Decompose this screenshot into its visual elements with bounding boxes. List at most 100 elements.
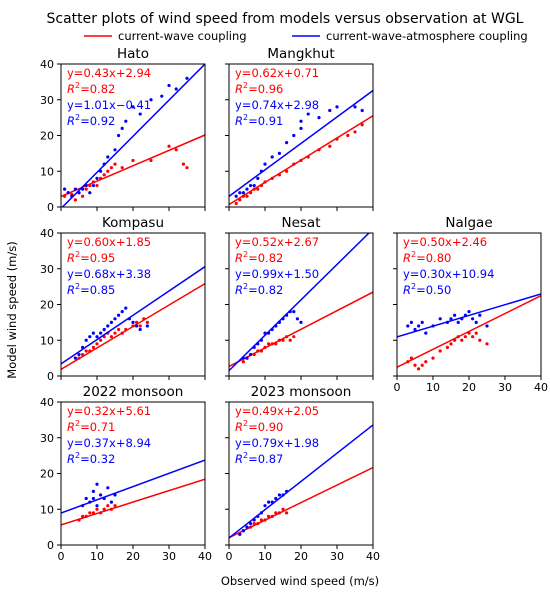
- data-point: [95, 507, 99, 511]
- series-current-wave-atmosphere: [229, 233, 371, 372]
- data-point: [131, 158, 135, 163]
- data-point: [346, 133, 350, 138]
- plot-area: [61, 64, 205, 207]
- data-point: [145, 324, 149, 328]
- data-point: [245, 525, 249, 529]
- r-squared: R2=0.96: [235, 81, 283, 96]
- data-point: [438, 349, 442, 353]
- data-point: [295, 317, 299, 321]
- data-point: [285, 169, 289, 173]
- x-tick-label: 30: [330, 550, 344, 563]
- regression-line: [61, 282, 205, 371]
- data-point: [95, 176, 99, 180]
- data-point: [453, 313, 457, 317]
- legend-label-current-wave: current-wave coupling: [118, 29, 247, 43]
- data-point: [335, 105, 339, 109]
- r-squared: R2=0.92: [67, 113, 115, 128]
- data-point: [424, 360, 428, 364]
- series-current-wave: [229, 115, 373, 206]
- x-axis-label: Observed wind speed (m/s): [221, 574, 379, 588]
- data-point: [113, 331, 117, 335]
- series-current-wave-atmosphere: [61, 459, 205, 514]
- data-point: [299, 126, 303, 130]
- data-point: [138, 327, 142, 332]
- data-point: [109, 166, 113, 170]
- data-point: [328, 108, 332, 113]
- data-point: [249, 183, 253, 188]
- y-tick-label: 10: [40, 334, 54, 347]
- figure-title: Scatter plots of wind speed from models …: [47, 11, 524, 27]
- data-point: [285, 141, 289, 145]
- y-tick-label: 20: [40, 468, 54, 481]
- r-squared: R2=0.71: [67, 419, 115, 434]
- plot-area: [61, 266, 205, 371]
- y-tick-label: 0: [47, 370, 54, 383]
- data-point: [238, 191, 242, 195]
- data-point: [277, 493, 281, 497]
- series-current-wave-atmosphere: [397, 293, 541, 338]
- y-tick-label: 40: [40, 396, 54, 409]
- x-tick-label: 0: [58, 550, 65, 563]
- data-point: [460, 338, 464, 342]
- data-point: [91, 183, 95, 188]
- series-current-wave: [229, 466, 373, 539]
- data-point: [185, 166, 189, 170]
- data-point: [174, 87, 178, 91]
- plot-area: [229, 89, 373, 206]
- r-squared: R2=0.32: [67, 451, 115, 466]
- data-point: [463, 335, 467, 339]
- y-tick-label: 30: [40, 263, 54, 276]
- regression-line: [229, 291, 373, 368]
- data-point: [99, 338, 103, 342]
- data-point: [167, 83, 171, 88]
- data-point: [106, 504, 110, 508]
- data-point: [113, 317, 117, 321]
- series-current-wave: [61, 134, 205, 202]
- data-point: [120, 166, 124, 170]
- data-point: [292, 310, 296, 314]
- regression-line: [229, 466, 373, 539]
- data-point: [95, 342, 99, 346]
- data-point: [420, 320, 424, 324]
- data-point: [234, 201, 238, 206]
- data-point: [234, 194, 238, 198]
- data-point: [420, 363, 424, 367]
- data-point: [467, 310, 471, 314]
- data-point: [241, 529, 245, 533]
- panels: Hato010203040y=0.43x+2.94R2=0.82y=1.01x−…: [40, 46, 548, 563]
- data-point: [95, 482, 99, 486]
- data-point: [99, 493, 103, 497]
- series-current-wave: [397, 295, 541, 371]
- data-point: [99, 331, 103, 335]
- data-point: [174, 148, 178, 152]
- x-tick-label: 0: [226, 550, 233, 563]
- regression-equation: y=0.74x+2.98: [235, 98, 319, 112]
- data-point: [353, 130, 357, 134]
- data-point: [95, 183, 99, 188]
- r-squared: R2=0.91: [235, 113, 283, 128]
- data-point: [256, 176, 260, 180]
- series-current-wave-atmosphere: [229, 89, 373, 198]
- regression-equation: y=0.50x+2.46: [403, 235, 487, 249]
- x-tick-label: 20: [126, 550, 140, 563]
- regression-line: [229, 115, 373, 206]
- data-point: [478, 313, 482, 317]
- x-tick-label: 40: [198, 550, 212, 563]
- data-point: [102, 327, 106, 332]
- data-point: [445, 345, 449, 349]
- data-point: [267, 342, 271, 346]
- data-point: [113, 504, 117, 508]
- x-tick-label: 40: [366, 550, 380, 563]
- panel-2023-monsoon: 2023 monsoon 0 10 20 30 40 y=0.49x+2.05R2=0.90…: [225, 384, 380, 563]
- r-squared: R2=0.82: [235, 250, 283, 265]
- data-point: [109, 500, 113, 504]
- x-tick-label: 0: [394, 381, 401, 394]
- panel-2022-monsoon: 2022 monsoon 0 10 20 30 40 0 10 20 30 40 y=0.32x+5.…: [40, 384, 212, 563]
- data-point: [245, 187, 249, 191]
- plot-area: [229, 233, 373, 372]
- regression-equation: y=0.43x+2.94: [67, 66, 151, 80]
- y-tick-label: 0: [47, 201, 54, 214]
- data-point: [88, 191, 92, 195]
